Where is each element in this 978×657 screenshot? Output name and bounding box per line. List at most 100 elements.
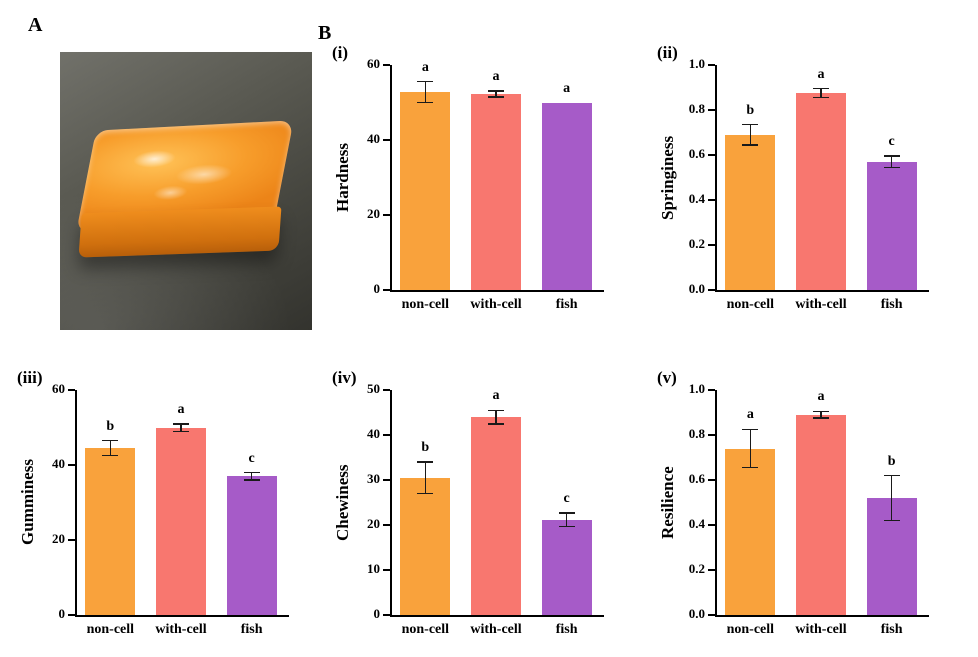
error-bar <box>820 411 822 419</box>
x-category-label: fish <box>880 622 903 637</box>
error-bar-cap-bottom <box>488 96 504 98</box>
x-category-label: with-cell <box>470 622 522 637</box>
significance-letter: a <box>746 407 754 423</box>
y-tick-mark <box>383 214 390 216</box>
x-category-label: non-cell <box>726 622 775 637</box>
y-tick-label: 1.0 <box>688 56 705 71</box>
sample-photo <box>60 52 312 330</box>
error-bar <box>890 475 893 521</box>
error-bar-cap-top <box>243 471 260 474</box>
significance-letter: a <box>817 389 825 405</box>
y-tick-mark <box>708 289 715 291</box>
error-bar <box>424 462 427 494</box>
x-axis-line <box>715 615 929 617</box>
y-tick-label: 0 <box>58 606 66 621</box>
bar-non-cell <box>85 448 136 615</box>
significance-letter: a <box>177 401 185 417</box>
gel-sample-highlight <box>99 131 265 213</box>
error-bar-cap-bottom <box>488 423 504 425</box>
error-bar-cap-top <box>488 409 504 411</box>
error-bar-cap-top <box>558 512 575 514</box>
bar-fish <box>226 476 277 615</box>
y-tick-label: 0.2 <box>688 561 705 576</box>
error-bar <box>890 156 893 168</box>
bar-with-cell <box>796 414 846 615</box>
error-bar-cap-top <box>883 155 900 157</box>
y-axis-title: Chewiness <box>333 464 352 541</box>
y-tick-mark <box>708 389 715 391</box>
y-tick-label: 0.8 <box>688 426 705 441</box>
error-bar <box>495 90 497 97</box>
y-tick-mark <box>383 139 390 141</box>
error-bar-cap-bottom <box>883 166 900 169</box>
x-category-label: with-cell <box>795 297 847 312</box>
panel-b-label: B <box>318 22 332 44</box>
y-tick-label: 1.0 <box>688 381 705 396</box>
error-bar-cap-bottom <box>813 96 829 99</box>
bar-non-cell <box>400 477 451 615</box>
error-bar <box>820 88 822 98</box>
y-axis-line <box>75 390 77 617</box>
error-bar-cap-top <box>742 428 759 431</box>
error-bar-cap-bottom <box>813 417 829 419</box>
chart-gumminess: (iii) Gumminess 0 20 40 60 b non-cell a with-cell… <box>15 360 315 655</box>
error-bar-cap-bottom <box>883 519 900 522</box>
y-tick-label: 0.2 <box>688 236 705 251</box>
error-bar <box>180 423 182 432</box>
y-axis-title: Springiness <box>658 135 677 220</box>
y-tick-label: 0.6 <box>688 146 705 161</box>
bar-with-cell <box>471 93 521 290</box>
y-tick-label: 0 <box>373 281 381 296</box>
y-tick-mark <box>708 154 715 156</box>
y-tick-mark <box>708 479 715 481</box>
x-axis-line <box>390 615 604 617</box>
error-bar-cap-top <box>813 87 829 90</box>
y-tick-label: 0.6 <box>688 471 705 486</box>
error-bar-cap-bottom <box>742 466 759 469</box>
significance-letter: c <box>888 134 895 150</box>
y-axis-title: Hardness <box>333 143 352 212</box>
chart-panel-label: (v) <box>657 368 677 387</box>
error-bar-cap-bottom <box>173 430 189 432</box>
y-tick-label: 0.8 <box>688 101 705 116</box>
y-tick-label: 10 <box>367 561 380 576</box>
bar-with-cell <box>471 417 521 615</box>
error-bar-cap-bottom <box>742 144 759 146</box>
significance-letter: a <box>492 388 500 404</box>
significance-letter: b <box>887 453 896 469</box>
error-bar-cap-top <box>173 423 189 425</box>
y-tick-mark <box>68 539 75 541</box>
y-tick-mark <box>383 289 390 291</box>
y-tick-mark <box>383 569 390 571</box>
y-axis-title: Resilience <box>658 466 677 539</box>
y-tick-label: 40 <box>52 456 65 471</box>
x-category-label: with-cell <box>155 622 207 637</box>
x-axis-line <box>390 290 604 292</box>
chart-panel-label: (iii) <box>17 368 43 387</box>
error-bar-cap-top <box>813 410 829 413</box>
y-tick-mark <box>383 434 390 436</box>
error-bar <box>565 512 568 527</box>
y-tick-mark <box>708 64 715 66</box>
error-bar <box>749 124 752 145</box>
y-tick-label: 50 <box>367 381 380 396</box>
x-category-label: fish <box>555 622 578 637</box>
bar-non-cell <box>725 448 776 615</box>
y-tick-label: 0.4 <box>688 516 705 531</box>
significance-letter: b <box>746 102 755 118</box>
y-tick-mark <box>383 479 390 481</box>
error-bar-cap-bottom <box>243 479 260 481</box>
error-bar-cap-bottom <box>417 492 434 495</box>
y-tick-mark <box>708 244 715 246</box>
x-axis-line <box>715 290 929 292</box>
y-tick-label: 0 <box>373 606 381 621</box>
error-bar <box>109 440 112 456</box>
y-tick-label: 20 <box>367 206 380 221</box>
y-tick-label: 40 <box>367 131 380 146</box>
significance-letter: a <box>492 68 500 84</box>
error-bar-cap-bottom <box>417 101 434 104</box>
y-tick-mark <box>383 524 390 526</box>
y-tick-label: 60 <box>367 56 380 71</box>
x-axis-line <box>75 615 289 617</box>
